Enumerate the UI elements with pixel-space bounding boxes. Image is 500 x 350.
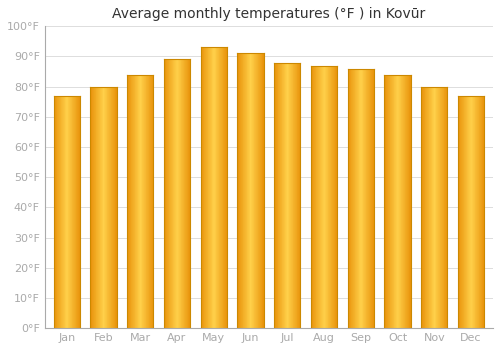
Title: Average monthly temperatures (°F ) in Kovūr: Average monthly temperatures (°F ) in Ko… (112, 7, 426, 21)
